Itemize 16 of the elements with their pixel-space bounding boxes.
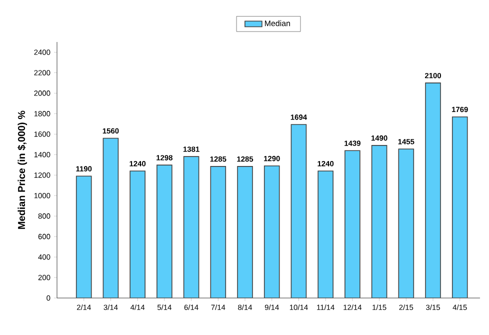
- bar: [210, 166, 226, 298]
- bar: [452, 116, 468, 298]
- bar: [102, 138, 119, 298]
- bar: [398, 148, 414, 298]
- bar: [425, 82, 441, 298]
- y-axis-title: Median Price (in $,000) %: [18, 110, 28, 229]
- bar: [318, 170, 334, 298]
- bar: [76, 176, 92, 298]
- bar: [130, 170, 146, 298]
- bar: [371, 145, 388, 298]
- bar: [290, 124, 307, 298]
- bar: [237, 166, 253, 298]
- bar: [264, 166, 280, 298]
- bar: [344, 150, 360, 298]
- bar: [156, 164, 172, 298]
- bar: [183, 156, 200, 298]
